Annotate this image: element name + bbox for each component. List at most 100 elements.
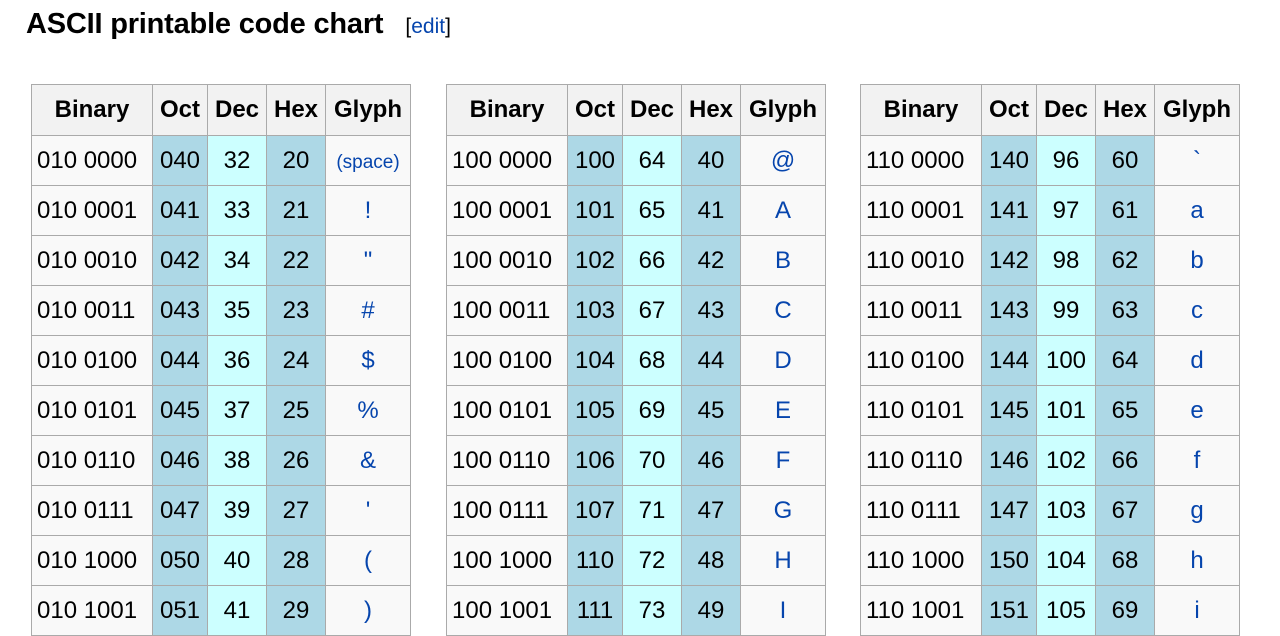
hex-cell: 42 <box>681 235 741 286</box>
binary-cell: 100 0001 <box>446 185 568 236</box>
glyph-link[interactable]: I <box>779 596 787 624</box>
dec-cell: 104 <box>1036 535 1096 586</box>
dec-cell: 71 <box>622 485 682 536</box>
oct-cell: 105 <box>567 385 623 436</box>
edit-bracket-close: ] <box>445 15 451 38</box>
binary-cell: 010 0011 <box>31 285 153 336</box>
dec-cell: 72 <box>622 535 682 586</box>
col-binary: Binary <box>31 84 153 136</box>
table-header-row: Binary Oct Dec Hex Glyph <box>446 84 826 136</box>
dec-cell: 67 <box>622 285 682 336</box>
glyph-link[interactable]: F <box>775 446 791 474</box>
table-row: 110 1000 150 104 68 h <box>860 535 1240 586</box>
glyph-cell: H <box>740 535 826 586</box>
glyph-link[interactable]: c <box>1191 296 1203 324</box>
glyph-link[interactable]: g <box>1190 496 1204 524</box>
binary-cell: 110 0111 <box>860 485 982 536</box>
glyph-link[interactable]: $ <box>361 346 375 374</box>
binary-cell: 100 0000 <box>446 135 568 186</box>
glyph-link[interactable]: f <box>1193 446 1201 474</box>
dec-cell: 41 <box>207 585 267 636</box>
glyph-cell: (space) <box>325 135 411 186</box>
glyph-link[interactable]: b <box>1190 246 1204 274</box>
edit-bracket-open: [ <box>405 15 412 38</box>
col-glyph: Glyph <box>740 84 826 136</box>
glyph-link[interactable]: i <box>1194 596 1200 624</box>
glyph-cell: @ <box>740 135 826 186</box>
table-row: 010 0100 044 36 24 $ <box>31 335 411 386</box>
table-row: 100 0010 102 66 42 B <box>446 235 826 286</box>
table-row: 010 0010 042 34 22 " <box>31 235 411 286</box>
glyph-link[interactable]: e <box>1190 396 1204 424</box>
oct-cell: 145 <box>981 385 1037 436</box>
oct-cell: 143 <box>981 285 1037 336</box>
glyph-link[interactable]: ) <box>364 596 372 624</box>
dec-cell: 70 <box>622 435 682 486</box>
binary-cell: 010 0101 <box>31 385 153 436</box>
glyph-link[interactable]: ( <box>364 546 372 574</box>
glyph-link[interactable]: h <box>1190 546 1204 574</box>
binary-cell: 010 0111 <box>31 485 153 536</box>
glyph-link[interactable]: E <box>774 396 791 424</box>
glyph-cell: F <box>740 435 826 486</box>
table-row: 010 1000 050 40 28 ( <box>31 535 411 586</box>
glyph-cell: I <box>740 585 826 636</box>
glyph-link[interactable]: ! <box>364 196 372 224</box>
hex-cell: 44 <box>681 335 741 386</box>
dec-cell: 100 <box>1036 335 1096 386</box>
dec-cell: 64 <box>622 135 682 186</box>
oct-cell: 142 <box>981 235 1037 286</box>
glyph-cell: " <box>325 235 411 286</box>
dec-cell: 38 <box>207 435 267 486</box>
glyph-link[interactable]: % <box>357 396 379 424</box>
glyph-cell: B <box>740 235 826 286</box>
binary-cell: 010 1000 <box>31 535 153 586</box>
dec-cell: 101 <box>1036 385 1096 436</box>
glyph-link[interactable]: ` <box>1193 146 1201 174</box>
edit-section: [edit] <box>405 15 451 39</box>
table-row: 100 0100 104 68 44 D <box>446 335 826 386</box>
glyph-cell: a <box>1154 185 1240 236</box>
glyph-link[interactable]: H <box>774 546 792 574</box>
hex-cell: 45 <box>681 385 741 436</box>
glyph-link[interactable]: (space) <box>336 151 400 173</box>
dec-cell: 34 <box>207 235 267 286</box>
col-glyph: Glyph <box>1154 84 1240 136</box>
glyph-link[interactable]: # <box>361 296 375 324</box>
table-row: 010 0101 045 37 25% <box>31 385 411 436</box>
dec-cell: 69 <box>622 385 682 436</box>
ascii-table-3: Binary Oct Dec Hex Glyph 110 0000 140 96 60… <box>860 84 1240 636</box>
glyph-link[interactable]: @ <box>770 146 796 174</box>
glyph-link[interactable]: C <box>774 296 792 324</box>
table-row: 010 0111 047 39 27 ' <box>31 485 411 536</box>
dec-cell: 40 <box>207 535 267 586</box>
table-row: 100 0101 105 69 45 E <box>446 385 826 436</box>
glyph-cell: i <box>1154 585 1240 636</box>
glyph-link[interactable]: " <box>363 246 373 274</box>
glyph-link[interactable]: a <box>1190 196 1204 224</box>
glyph-link[interactable]: B <box>774 246 791 274</box>
binary-cell: 100 1000 <box>446 535 568 586</box>
hex-cell: 40 <box>681 135 741 186</box>
dec-cell: 68 <box>622 335 682 386</box>
ascii-table-1: Binary Oct Dec Hex Glyph 010 0000 040 32 20… <box>31 84 411 636</box>
binary-cell: 100 0010 <box>446 235 568 286</box>
hex-cell: 41 <box>681 185 741 236</box>
glyph-link[interactable]: D <box>774 346 792 374</box>
glyph-cell: ( <box>325 535 411 586</box>
glyph-link[interactable]: G <box>773 496 793 524</box>
edit-link[interactable]: edit <box>411 15 446 38</box>
hex-cell: 64 <box>1095 335 1155 386</box>
hex-cell: 21 <box>266 185 326 236</box>
glyph-link[interactable]: & <box>359 446 376 474</box>
glyph-link[interactable]: ' <box>365 496 371 524</box>
col-hex: Hex <box>681 84 741 136</box>
hex-cell: 67 <box>1095 485 1155 536</box>
col-dec: Dec <box>622 84 682 136</box>
dec-cell: 73 <box>622 585 682 636</box>
binary-cell: 100 1001 <box>446 585 568 636</box>
hex-cell: 66 <box>1095 435 1155 486</box>
oct-cell: 151 <box>981 585 1037 636</box>
glyph-link[interactable]: d <box>1190 346 1204 374</box>
glyph-link[interactable]: A <box>774 196 791 224</box>
